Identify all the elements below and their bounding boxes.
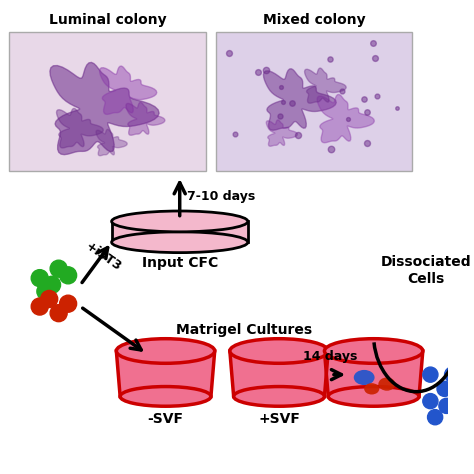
Circle shape — [31, 298, 48, 315]
Polygon shape — [116, 351, 215, 396]
Ellipse shape — [324, 339, 423, 363]
Circle shape — [37, 283, 54, 300]
FancyBboxPatch shape — [216, 32, 412, 171]
Text: 7-10 days: 7-10 days — [187, 191, 255, 203]
Circle shape — [60, 295, 77, 312]
Polygon shape — [324, 351, 423, 396]
Polygon shape — [96, 129, 127, 156]
Polygon shape — [264, 69, 336, 130]
Ellipse shape — [364, 383, 379, 394]
Polygon shape — [230, 351, 328, 396]
Ellipse shape — [111, 211, 248, 232]
Text: Luminal colony: Luminal colony — [49, 12, 167, 27]
Text: -SVF: -SVF — [147, 412, 183, 427]
Text: 14 days: 14 days — [303, 350, 357, 363]
Polygon shape — [317, 94, 374, 143]
Ellipse shape — [116, 339, 215, 363]
Polygon shape — [266, 120, 298, 146]
Ellipse shape — [378, 377, 395, 391]
Polygon shape — [56, 109, 103, 148]
Circle shape — [44, 276, 61, 293]
Polygon shape — [100, 66, 157, 114]
Circle shape — [60, 267, 77, 284]
Circle shape — [439, 398, 454, 413]
Polygon shape — [126, 102, 165, 135]
Text: Matrigel Cultures: Matrigel Cultures — [176, 323, 312, 337]
Circle shape — [423, 367, 438, 382]
Text: +i3T3: +i3T3 — [83, 239, 124, 273]
Circle shape — [445, 367, 460, 382]
Ellipse shape — [328, 387, 419, 406]
Circle shape — [428, 410, 443, 425]
FancyBboxPatch shape — [9, 32, 206, 171]
Circle shape — [41, 291, 58, 308]
Ellipse shape — [230, 339, 328, 363]
Ellipse shape — [111, 232, 248, 253]
Text: Input CFC: Input CFC — [142, 256, 218, 270]
Ellipse shape — [234, 387, 324, 406]
Circle shape — [31, 270, 48, 287]
Circle shape — [50, 305, 67, 322]
Text: +SVF: +SVF — [258, 412, 300, 427]
Text: Mixed colony: Mixed colony — [263, 12, 365, 27]
Circle shape — [50, 260, 67, 277]
Polygon shape — [305, 68, 346, 103]
Circle shape — [451, 383, 466, 398]
Circle shape — [423, 393, 438, 409]
Polygon shape — [50, 63, 159, 155]
Circle shape — [437, 381, 452, 396]
Polygon shape — [111, 221, 248, 242]
Ellipse shape — [354, 370, 374, 385]
Ellipse shape — [120, 387, 211, 406]
Text: Dissociated
Cells: Dissociated Cells — [380, 255, 471, 286]
